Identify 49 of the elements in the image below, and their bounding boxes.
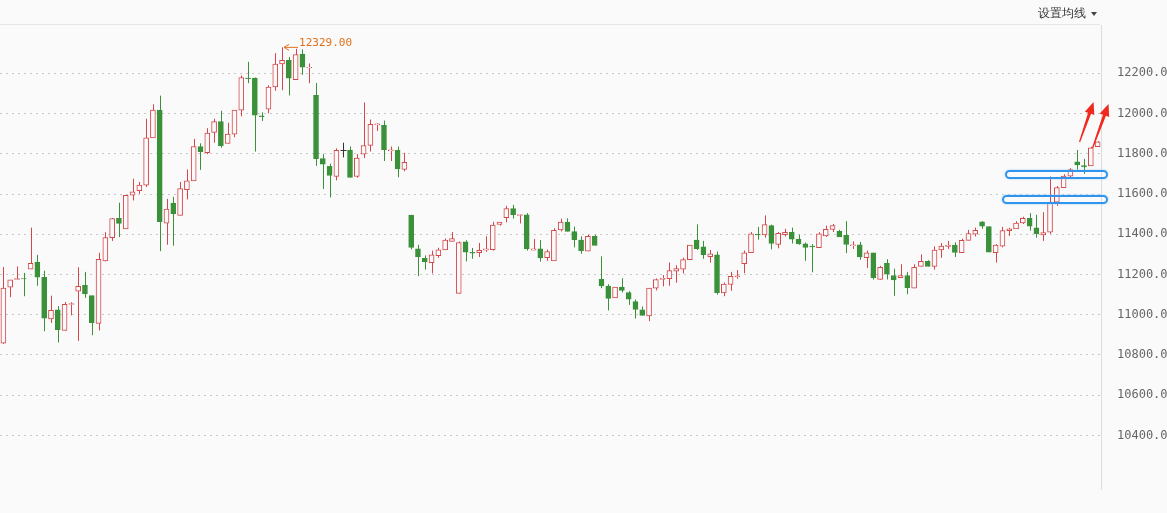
candlestick	[843, 220, 849, 254]
candlestick	[605, 283, 612, 312]
candlestick	[904, 271, 911, 295]
candlestick	[809, 243, 815, 273]
candlestick	[741, 250, 748, 274]
candlestick	[170, 196, 177, 247]
candlestick	[483, 235, 489, 253]
candlestick	[48, 295, 54, 324]
candlestick	[571, 226, 578, 248]
candlestick	[754, 226, 761, 241]
candlestick	[211, 118, 217, 144]
candlestick	[286, 56, 292, 96]
y-tick-label: 12000.0	[1117, 105, 1167, 120]
y-tick-label: 11400.0	[1117, 226, 1167, 241]
candlestick	[890, 268, 897, 297]
candlestick	[1033, 214, 1040, 239]
candlestick	[306, 62, 313, 84]
y-tick-label: 10800.0	[1117, 347, 1167, 362]
y-tick-label: 11600.0	[1117, 186, 1167, 201]
candlestick	[1040, 211, 1047, 242]
candlestick	[489, 221, 496, 252]
candlestick	[537, 239, 544, 263]
y-tick-label: 11200.0	[1117, 266, 1167, 281]
annotation: 12329.00	[299, 36, 353, 50]
candlestick	[245, 61, 251, 84]
candlestick	[116, 202, 122, 238]
candlestick	[884, 258, 890, 281]
candlestick	[530, 238, 537, 251]
candlestick	[54, 305, 61, 344]
candlestick	[748, 231, 754, 254]
candlestick	[353, 153, 360, 179]
candlestick	[319, 153, 326, 190]
candlestick	[381, 120, 387, 162]
candlestick	[415, 244, 421, 277]
y-tick-label: 11000.0	[1117, 306, 1167, 321]
candlestick	[1074, 149, 1081, 171]
candlestick	[870, 252, 877, 281]
candlestick	[218, 110, 224, 149]
candlestick	[129, 178, 136, 201]
y-tick-label: 10400.0	[1117, 427, 1167, 442]
candlestick	[75, 266, 81, 342]
text: 设置均线	[1038, 5, 1086, 22]
y-tick-label: 10600.0	[1117, 387, 1167, 402]
candlestick	[204, 127, 211, 155]
y-tick-label: 12200.0	[1117, 65, 1167, 80]
candlestick	[184, 168, 190, 200]
y-tick-label: 11800.0	[1117, 145, 1167, 160]
candlestick	[82, 271, 88, 299]
candlestick	[272, 52, 279, 92]
